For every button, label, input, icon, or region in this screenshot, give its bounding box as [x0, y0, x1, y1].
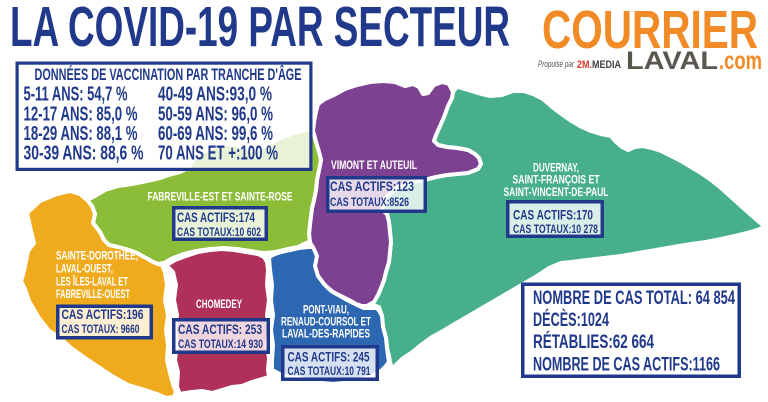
svg-text:CAS ACTIFS:170: CAS ACTIFS:170	[513, 207, 593, 223]
svg-text:FABREVILLE-EST ET SAINTE-ROSE: FABREVILLE-EST ET SAINTE-ROSE	[148, 192, 293, 204]
svg-text:CAS TOTAUX:8526: CAS TOTAUX:8526	[330, 197, 409, 209]
svg-text:DONNÉES DE VACCINATION PAR TRA: DONNÉES DE VACCINATION PAR TRANCHE D'ÂGE	[35, 65, 302, 84]
svg-text:40-49 ANS:93,0 %: 40-49 ANS:93,0 %	[158, 84, 272, 106]
svg-text:CAS TOTAUX: 9660: CAS TOTAUX: 9660	[62, 322, 140, 336]
svg-text:2M.MEDIA: 2M.MEDIA	[577, 59, 621, 71]
svg-text:DÉCÈS:1024: DÉCÈS:1024	[533, 309, 609, 331]
svg-text:LAVAL-DES-RAPIDES: LAVAL-DES-RAPIDES	[282, 329, 370, 341]
svg-text:CAS TOTAUX:10 602: CAS TOTAUX:10 602	[177, 227, 261, 239]
svg-text:SAINT-FRANÇOIS ET: SAINT-FRANÇOIS ET	[513, 175, 600, 187]
svg-text:CAS TOTAUX:14 930: CAS TOTAUX:14 930	[178, 337, 263, 351]
svg-text:LES ÎLES-LAVAL ET: LES ÎLES-LAVAL ET	[56, 276, 128, 289]
svg-text:CAS ACTIFS:123: CAS ACTIFS:123	[330, 178, 414, 194]
svg-text:CAS ACTIFS:174: CAS ACTIFS:174	[177, 209, 255, 225]
svg-text:RÉTABLIES:62 664: RÉTABLIES:62 664	[533, 331, 654, 353]
svg-text:COURRIER: COURRIER	[542, 0, 758, 60]
svg-text:CAS ACTIFS:196: CAS ACTIFS:196	[62, 307, 144, 322]
svg-text:SAINT-VINCENT-DE-PAUL: SAINT-VINCENT-DE-PAUL	[504, 187, 609, 199]
svg-text:CAS TOTAUX:10 791: CAS TOTAUX:10 791	[288, 364, 371, 378]
svg-text:VIMONT ET AUTEUIL: VIMONT ET AUTEUIL	[331, 160, 417, 172]
svg-text:NOMBRE DE CAS ACTIFS:1166: NOMBRE DE CAS ACTIFS:1166	[533, 355, 720, 376]
svg-text:CAS ACTIFS: 245: CAS ACTIFS: 245	[288, 349, 370, 365]
svg-text:70 ANS ET +:100 %: 70 ANS ET +:100 %	[158, 143, 278, 165]
svg-text:RENAUD-COURSOL ET: RENAUD-COURSOL ET	[281, 317, 371, 329]
svg-text:50-59 ANS: 96,0 %: 50-59 ANS: 96,0 %	[158, 104, 273, 126]
svg-text:LAVAL-OUEST,: LAVAL-OUEST,	[56, 264, 113, 276]
svg-text:18-29 ANS: 88,1 %: 18-29 ANS: 88,1 %	[24, 123, 138, 145]
svg-text:LA COVID-19 PAR SECTEUR: LA COVID-19 PAR SECTEUR	[10, 0, 510, 59]
svg-text:NOMBRE DE CAS TOTAL: 64 854: NOMBRE DE CAS TOTAL: 64 854	[533, 288, 735, 309]
svg-text:SAINTE-DOROTHÉE,: SAINTE-DOROTHÉE,	[56, 250, 138, 263]
svg-text:Propulsé par: Propulsé par	[538, 59, 575, 69]
svg-text:12-17 ANS: 85,0 %: 12-17 ANS: 85,0 %	[24, 104, 138, 126]
svg-text:CAS TOTAUX:10 278: CAS TOTAUX:10 278	[513, 224, 598, 236]
svg-text:30-39 ANS: 88,6 %: 30-39 ANS: 88,6 %	[24, 143, 144, 165]
svg-text:60-69 ANS: 99,6 %: 60-69 ANS: 99,6 %	[158, 123, 273, 145]
svg-text:CHOMEDEY: CHOMEDEY	[196, 299, 242, 311]
svg-text:DUVERNAY,: DUVERNAY,	[533, 163, 579, 175]
svg-text:5-11 ANS: 54,7 %: 5-11 ANS: 54,7 %	[24, 84, 128, 106]
svg-text:.com: .com	[719, 47, 762, 75]
svg-text:CAS ACTIFS: 253: CAS ACTIFS: 253	[178, 321, 262, 337]
svg-text:PONT-VIAU,: PONT-VIAU,	[303, 305, 349, 317]
svg-text:LAVAL: LAVAL	[626, 47, 718, 75]
svg-text:FABREVILLE-OUEST: FABREVILLE-OUEST	[56, 289, 130, 301]
